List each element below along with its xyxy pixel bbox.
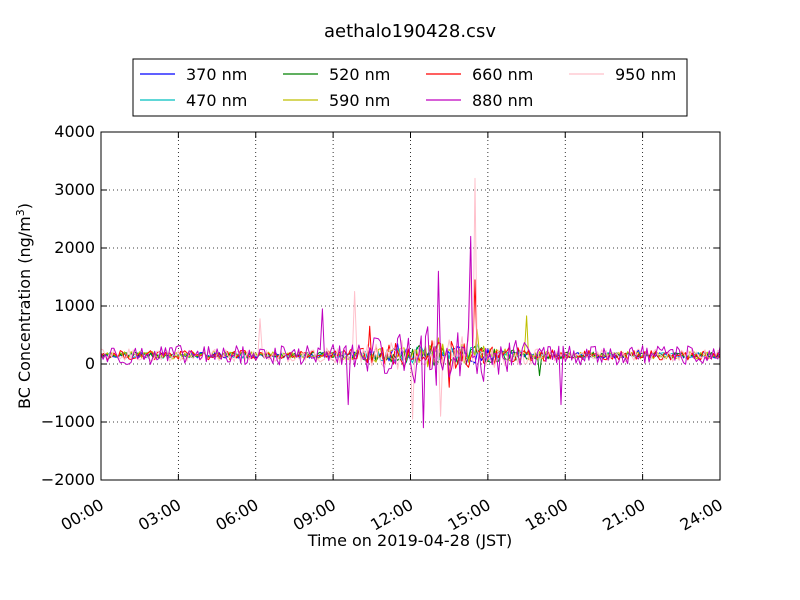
y-tick-label: 3000 xyxy=(54,180,95,199)
x-tick-labels: 00:00 03:00 06:00 09:00 12:00 15:00 18:00 21:00… xyxy=(58,495,726,535)
x-tick-label: 09:00 xyxy=(290,495,339,535)
series-lines xyxy=(100,177,721,429)
y-axis-label-main: BC Concentration (ng/m xyxy=(15,216,34,409)
x-tick-label: 03:00 xyxy=(135,495,184,535)
x-tick-label: 24:00 xyxy=(677,495,726,535)
y-tick-label: 4000 xyxy=(54,122,95,141)
y-axis-label-close: ) xyxy=(15,203,34,209)
x-tick-label: 21:00 xyxy=(599,495,648,535)
plot-area xyxy=(100,131,721,481)
legend-label: 590 nm xyxy=(329,91,390,110)
legend-label: 660 nm xyxy=(472,65,533,84)
y-tick-label: 2000 xyxy=(54,238,95,257)
y-axis-label: BC Concentration (ng/m3) xyxy=(14,203,35,409)
x-tick-label: 18:00 xyxy=(522,495,571,535)
x-tick-label: 15:00 xyxy=(444,495,493,535)
legend-frame xyxy=(132,58,688,117)
legend-entries: 370 nm 470 nm 520 nm 590 nm 660 nm 880 nm 950 … xyxy=(140,65,676,110)
x-tick-label: 00:00 xyxy=(58,495,107,535)
legend-label: 520 nm xyxy=(329,65,390,84)
y-tick-label: 0 xyxy=(85,354,95,373)
axis-ticks xyxy=(100,131,721,481)
chart-title: aethalo190428.csv xyxy=(324,21,496,42)
legend-label: 880 nm xyxy=(472,91,533,110)
y-tick-label: −1000 xyxy=(41,412,95,431)
legend-label: 370 nm xyxy=(186,65,247,84)
legend-label: 950 nm xyxy=(615,65,676,84)
x-tick-label: 12:00 xyxy=(367,495,416,535)
x-tick-label: 06:00 xyxy=(212,495,261,535)
plot-background xyxy=(101,132,720,480)
legend-label: 470 nm xyxy=(186,91,247,110)
x-axis-label: Time on 2019-04-28 (JST) xyxy=(307,531,512,550)
y-tick-labels: 4000 3000 2000 1000 0 −1000 −2000 xyxy=(41,122,95,489)
y-tick-label: 1000 xyxy=(54,296,95,315)
series-line-880-nm xyxy=(100,235,721,429)
y-tick-label: −2000 xyxy=(41,470,95,489)
legend: 370 nm 470 nm 520 nm 590 nm 660 nm 880 nm 950 … xyxy=(132,58,688,117)
y-axis-label-superscript: 3 xyxy=(14,209,27,216)
